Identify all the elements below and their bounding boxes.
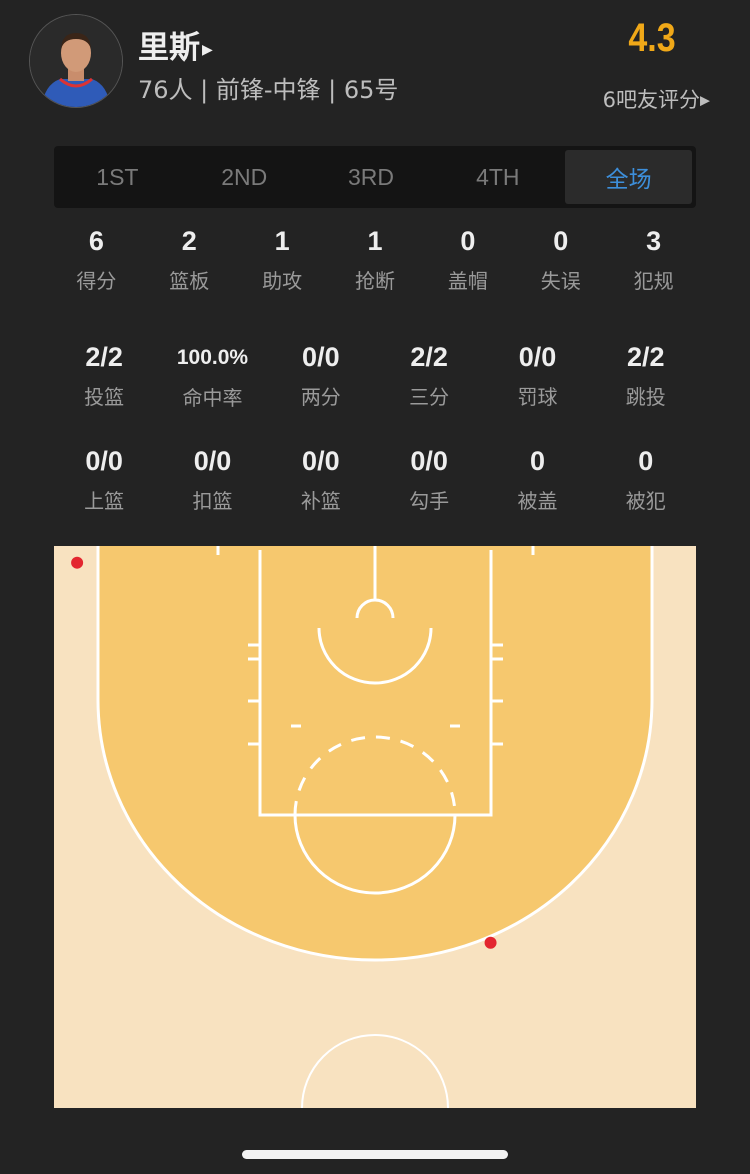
stat-label: 上篮 [84, 489, 125, 513]
stat-fouled: 0 被犯 [592, 446, 700, 514]
stat-ft: 0/0 罚球 [483, 342, 591, 411]
free-throw-circle-solid [293, 814, 457, 895]
stat-value: 0 [553, 226, 569, 256]
three-point-line [96, 546, 654, 962]
stats-row-shot-types: 0/0 上篮 0/0 扣篮 0/0 补篮 0/0 勾手 0 被盖 0 被犯 [50, 446, 700, 514]
stat-label: 助攻 [262, 269, 303, 293]
tab-4th[interactable]: 4TH [476, 163, 520, 190]
player-info: 76人 | 前锋-中锋 | 65号 [138, 76, 399, 104]
stat-value: 2/2 [410, 342, 448, 372]
stat-value: 0/0 [193, 446, 232, 476]
tab-1st[interactable]: 1ST [96, 163, 139, 190]
stat-2pt: 0/0 两分 [267, 342, 375, 411]
stat-points: 6 得分 [50, 226, 143, 294]
stat-label: 得分 [76, 269, 117, 293]
stat-hook: 0/0 勾手 [375, 446, 483, 514]
stat-value: 1 [274, 226, 290, 256]
stat-label: 三分 [409, 385, 450, 409]
stat-label: 抢断 [355, 269, 395, 293]
stat-label: 命中率 [182, 386, 243, 410]
stat-value: 0/0 [302, 342, 340, 372]
stat-value: 1 [367, 226, 383, 256]
stat-jumper: 2/2 跳投 [592, 342, 700, 411]
stat-fg-pct: 100.0% 命中率 [158, 342, 266, 411]
stat-label: 被盖 [517, 489, 558, 513]
stat-label: 失误 [540, 269, 581, 293]
rating-count: 6吧友评分 [602, 88, 700, 112]
stat-label: 投篮 [84, 385, 125, 409]
stat-steals: 1 抢断 [329, 226, 422, 294]
stat-3pt: 2/2 三分 [375, 342, 483, 411]
stat-value: 6 [88, 226, 104, 256]
stat-label: 两分 [300, 385, 341, 409]
tab-2nd[interactable]: 2ND [221, 163, 268, 190]
shot-chart-court [54, 546, 696, 1108]
player-name-link[interactable]: 里斯 ▶ [138, 22, 213, 67]
tab-full-game[interactable]: 全场 [565, 150, 692, 204]
rating-count-link[interactable]: 6吧友评分▶ [603, 84, 710, 114]
stat-turnovers: 0 失误 [514, 226, 607, 294]
stat-blocked: 0 被盖 [483, 446, 591, 514]
player-rating: 4.3 [628, 16, 676, 60]
stat-value: 2 [181, 226, 197, 256]
stat-value: 0/0 [85, 446, 123, 476]
stat-label: 被犯 [625, 489, 666, 513]
stats-row-main: 6 得分 2 篮板 1 助攻 1 抢断 0 盖帽 0 失误 3 犯规 [50, 226, 700, 294]
stat-value: 0/0 [302, 446, 340, 476]
quarter-tabs: 1ST 2ND 3RD 4TH 全场 [54, 146, 696, 208]
player-headshot-icon [30, 15, 122, 107]
stat-layup: 0/0 上篮 [50, 446, 158, 514]
rim [355, 598, 395, 619]
free-throw-circle-dashed [293, 735, 457, 816]
stat-value: 0/0 [518, 342, 557, 372]
player-name: 里斯 [138, 30, 200, 66]
made-shot-marker [71, 556, 84, 569]
stat-value: 0 [529, 446, 545, 476]
stat-putback: 0/0 补篮 [267, 446, 375, 514]
stat-label: 补篮 [300, 489, 341, 513]
stat-rebounds: 2 篮板 [143, 226, 236, 294]
stat-value: 100.0% [176, 346, 249, 369]
stat-value: 2/2 [85, 342, 123, 372]
shot-markers [71, 556, 497, 949]
stat-assists: 1 助攻 [236, 226, 329, 294]
home-indicator[interactable] [242, 1150, 508, 1159]
stat-label: 盖帽 [447, 269, 488, 293]
player-avatar[interactable] [29, 14, 123, 108]
stat-value: 3 [646, 226, 662, 256]
stat-dunk: 0/0 扣篮 [158, 446, 266, 514]
stat-label: 勾手 [409, 489, 450, 513]
lane-hash-marks [248, 643, 503, 746]
stat-value: 0 [638, 446, 654, 476]
tab-3rd[interactable]: 3RD [347, 163, 394, 190]
stat-label: 跳投 [625, 385, 666, 409]
stat-fg: 2/2 投篮 [50, 342, 158, 411]
stat-value: 2/2 [627, 342, 665, 372]
stat-value: 0 [460, 226, 476, 256]
stats-row-shooting: 2/2 投篮 100.0% 命中率 0/0 两分 2/2 三分 0/0 罚球 2/2 跳投 [50, 342, 700, 411]
stat-label: 篮板 [169, 269, 210, 293]
center-circle [301, 1034, 449, 1108]
stat-fouls: 3 犯规 [607, 226, 700, 294]
paint-lane [258, 550, 493, 817]
play-arrow-icon: ▶ [202, 41, 213, 58]
play-arrow-icon: ▶ [700, 93, 710, 109]
made-shot-marker [484, 936, 497, 949]
stat-label: 犯规 [633, 269, 674, 293]
stat-value: 0/0 [410, 446, 448, 476]
stat-label: 扣篮 [192, 489, 233, 513]
stat-blocks: 0 盖帽 [421, 226, 514, 294]
stat-label: 罚球 [517, 385, 558, 409]
restricted-area [317, 627, 433, 685]
